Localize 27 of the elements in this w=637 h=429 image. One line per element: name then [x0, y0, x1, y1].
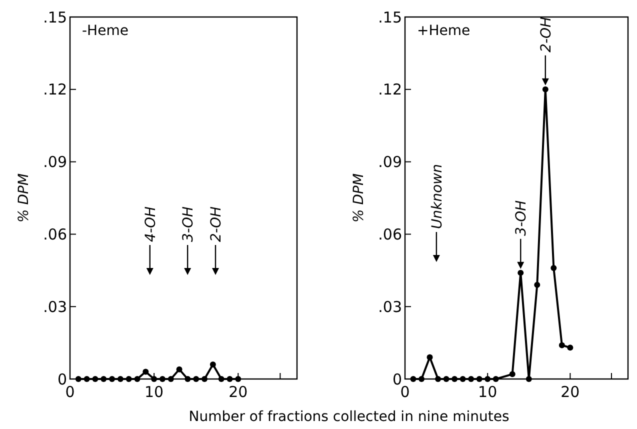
y-tick-label: .09 [43, 153, 67, 172]
y-tick-label: .06 [43, 225, 67, 244]
y-tick-label: .09 [378, 153, 402, 172]
x-tick-label: 20 [228, 383, 248, 401]
y-tick-label: .03 [378, 298, 402, 316]
annotation: Unknown [429, 164, 446, 229]
y-tick-label: .15 [43, 8, 67, 26]
y-tick-label: .12 [43, 80, 67, 99]
x-tick-label: 10 [478, 383, 498, 401]
y-tick-label: .15 [378, 8, 402, 26]
y-tick-label: 0 [392, 370, 402, 388]
y-tick-label: .12 [378, 80, 402, 99]
y-tick-label: .06 [378, 225, 402, 244]
annotation: 4-OH [142, 206, 159, 242]
x-tick-label: 20 [560, 383, 580, 401]
annotation: 2-OH [208, 206, 225, 242]
y-tick-label: 0 [57, 370, 67, 388]
y-axis-title: % DPM [351, 173, 367, 223]
y-tick-label: .03 [43, 298, 67, 316]
chart-title: -Heme [82, 23, 128, 39]
annotation: 3-OH [514, 200, 530, 236]
y-axis-title: % DPM [16, 173, 32, 223]
x-axis-title: Number of fractions collected in nine minutes [188, 409, 510, 425]
x-tick-label: 10 [144, 383, 164, 401]
annotation: 2-OH [538, 16, 554, 52]
chart-title: +Heme [417, 23, 470, 39]
annotation: 3-OH [180, 206, 197, 242]
